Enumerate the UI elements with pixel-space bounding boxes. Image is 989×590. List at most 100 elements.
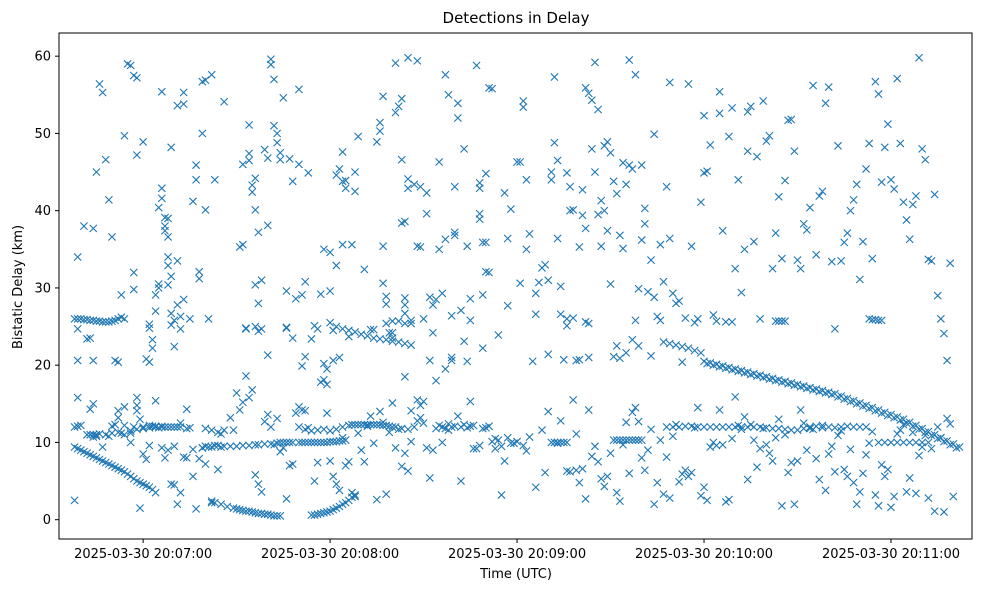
data-point xyxy=(450,422,459,431)
data-point xyxy=(89,356,98,365)
data-point xyxy=(837,426,846,435)
data-point xyxy=(329,472,338,481)
data-point xyxy=(238,441,247,450)
data-point xyxy=(665,494,674,503)
data-point xyxy=(781,317,790,326)
data-point xyxy=(715,406,724,414)
data-point xyxy=(322,507,331,516)
data-point xyxy=(562,321,571,330)
data-point xyxy=(606,280,615,289)
data-point xyxy=(500,456,509,465)
data-point xyxy=(634,417,643,426)
data-point xyxy=(675,477,684,486)
data-point xyxy=(933,434,942,443)
data-point xyxy=(793,426,802,435)
data-point xyxy=(382,319,391,328)
data-point xyxy=(665,78,674,87)
data-point xyxy=(126,429,135,438)
data-point xyxy=(120,314,129,323)
data-point xyxy=(830,324,839,333)
data-point xyxy=(503,433,512,442)
data-point xyxy=(731,392,740,401)
data-point xyxy=(728,434,737,443)
data-point xyxy=(899,198,908,207)
data-point xyxy=(139,422,148,431)
data-point xyxy=(428,300,437,309)
data-point xyxy=(640,219,649,228)
data-point xyxy=(132,151,141,160)
data-point xyxy=(690,423,699,432)
data-point xyxy=(890,492,899,501)
data-point xyxy=(129,268,138,277)
data-point xyxy=(637,453,646,462)
data-point xyxy=(167,143,176,152)
data-point xyxy=(924,494,933,503)
data-point xyxy=(154,283,163,292)
data-point xyxy=(787,115,796,124)
data-point xyxy=(329,356,338,365)
data-point xyxy=(777,254,786,263)
data-point xyxy=(335,353,344,362)
data-point xyxy=(753,152,761,161)
data-point xyxy=(391,443,400,452)
data-point xyxy=(307,334,316,343)
data-point xyxy=(896,426,905,435)
data-point xyxy=(435,158,444,166)
data-point xyxy=(257,487,266,496)
data-point xyxy=(273,414,282,423)
data-point xyxy=(388,317,397,326)
data-point xyxy=(407,406,416,415)
data-point xyxy=(796,382,805,391)
data-point xyxy=(400,300,409,309)
data-point xyxy=(905,235,914,244)
data-point xyxy=(852,399,861,408)
data-point xyxy=(288,334,297,343)
data-point xyxy=(351,168,360,177)
x-tick-label: 2025-03-30 20:08:00 xyxy=(261,547,399,562)
data-point xyxy=(385,328,394,337)
data-point xyxy=(774,317,783,326)
data-point xyxy=(759,424,768,433)
data-point xyxy=(319,425,328,434)
data-point xyxy=(117,290,126,299)
data-point xyxy=(877,178,886,187)
data-point xyxy=(684,79,693,88)
data-point xyxy=(192,175,201,184)
data-point xyxy=(849,422,858,431)
data-point xyxy=(192,161,201,170)
data-point xyxy=(662,453,671,462)
data-point xyxy=(226,442,235,451)
data-point xyxy=(868,254,877,263)
data-point xyxy=(584,89,593,98)
data-point xyxy=(351,492,360,501)
data-point xyxy=(400,339,409,348)
data-point xyxy=(911,192,920,200)
data-point xyxy=(516,158,525,166)
data-point xyxy=(145,324,154,333)
data-point xyxy=(612,436,621,445)
data-point xyxy=(921,155,930,164)
data-point xyxy=(587,452,596,461)
data-point xyxy=(182,424,191,433)
data-point xyxy=(485,268,494,277)
data-point xyxy=(319,375,328,384)
data-point xyxy=(425,356,434,365)
data-point xyxy=(132,73,141,82)
data-point xyxy=(338,433,347,442)
data-point xyxy=(603,226,612,235)
data-point xyxy=(724,132,733,141)
data-point xyxy=(681,466,690,475)
data-point xyxy=(263,154,272,163)
data-point xyxy=(173,256,182,265)
data-point xyxy=(834,392,842,401)
data-point xyxy=(126,438,135,447)
data-point xyxy=(70,314,79,323)
data-point xyxy=(946,419,955,428)
data-point xyxy=(908,200,917,209)
data-point xyxy=(475,441,484,450)
data-point xyxy=(902,215,911,224)
data-point xyxy=(718,226,727,235)
data-point xyxy=(787,458,796,467)
data-point xyxy=(640,204,649,213)
